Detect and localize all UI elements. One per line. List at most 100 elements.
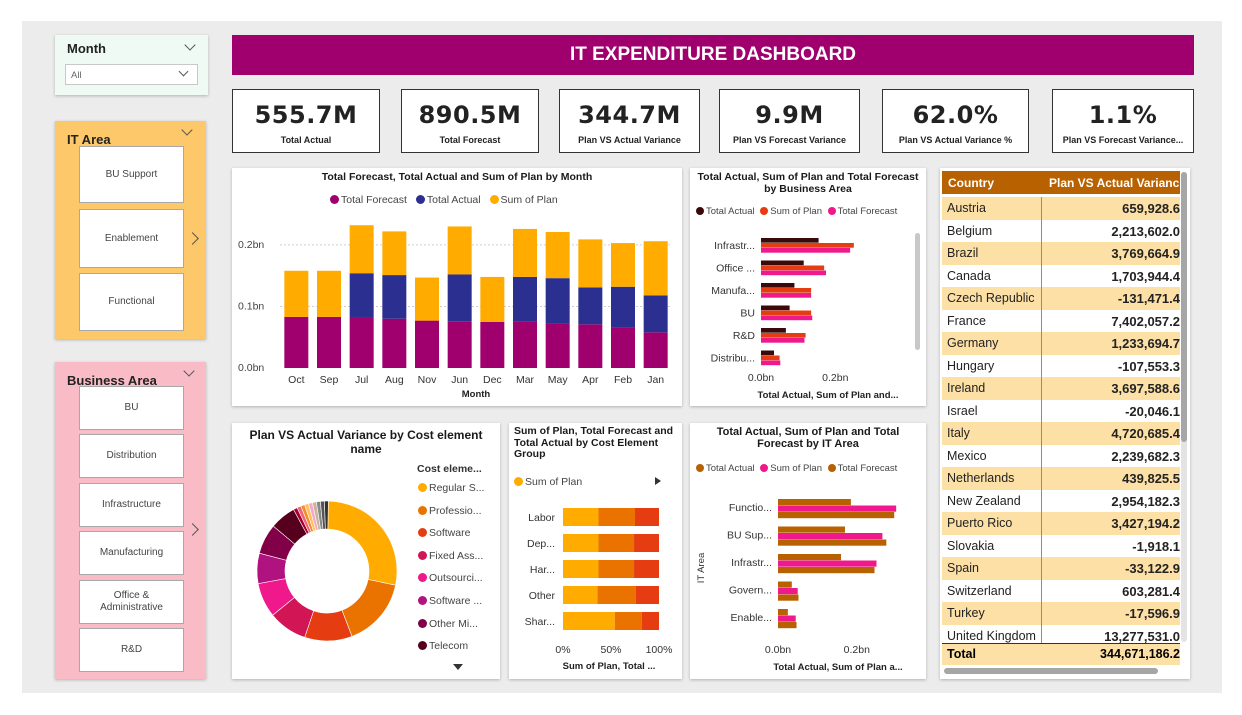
table-row[interactable]: Spain -33,122.9	[942, 557, 1180, 580]
month-slicer[interactable]: Month All	[55, 35, 208, 95]
table-row[interactable]: France 7,402,057.2	[942, 309, 1180, 332]
chevron-down-icon[interactable]	[181, 124, 193, 136]
legend-label: Telecom	[429, 640, 469, 653]
business-chart-scrollbar[interactable]	[915, 233, 920, 350]
legend-scroll-down-icon[interactable]	[453, 664, 463, 670]
y-tick-label: BU Sup...	[727, 530, 772, 542]
table-header-variance[interactable]: Plan VS Actual Varianc	[1049, 176, 1180, 190]
variance-cell: 1,233,694.7	[1111, 336, 1180, 351]
kpi-value: 555.7M	[254, 101, 358, 129]
country-cell: Hungary	[947, 358, 995, 373]
bar-total-forecast	[317, 316, 341, 368]
donut-legend-item[interactable]: Fixed Ass...	[418, 550, 484, 573]
scrollbar-thumb[interactable]	[1181, 172, 1187, 442]
bar-total-forecast	[382, 318, 407, 368]
table-row[interactable]: Italy 4,720,685.4	[942, 422, 1180, 445]
cost-group-chart-plot: Labor Dep... Har... Other Shar... 0% 50% 100% Su…	[525, 508, 672, 672]
bar-total-actual	[578, 287, 603, 325]
legend-label: Sum of Plan	[770, 463, 822, 474]
table-row[interactable]: Belgium 2,213,602.0	[942, 219, 1180, 242]
table-row[interactable]: United Kingdom 13,277,531.0	[942, 624, 1180, 644]
bar-total-forecast	[778, 567, 875, 574]
it-area-slicer-title: IT Area	[67, 132, 111, 147]
chevron-down-icon[interactable]	[183, 365, 195, 377]
bar-total-actual	[634, 534, 659, 552]
table-row[interactable]: Netherlands 439,825.5	[942, 467, 1180, 490]
chevron-right-icon[interactable]	[186, 232, 199, 245]
business-area-tile-rnd[interactable]: R&D	[79, 628, 184, 672]
legend-dot	[418, 573, 427, 583]
cost-element-donut-visual[interactable]: Plan VS Actual Variance by Cost element …	[232, 423, 500, 679]
x-tick-label: 0.0bn	[765, 644, 791, 656]
bar-total-actual	[778, 526, 845, 533]
legend-dot-sum-of-plan	[760, 207, 769, 215]
business-area-slicer[interactable]: Business Area BU Distribution Infrastruc…	[55, 362, 206, 679]
legend-dot	[418, 550, 427, 560]
x-tick-label: Jul	[355, 374, 368, 386]
donut-legend-item[interactable]: Software ...	[418, 595, 484, 618]
cost-group-chart-visual[interactable]: Sum of Plan, Total Forecast and Total Ac…	[509, 423, 682, 679]
it-area-tile-bu-support[interactable]: BU Support	[79, 146, 184, 203]
legend-next-icon[interactable]	[655, 477, 661, 485]
table-row[interactable]: Puerto Rico 3,427,194.2	[942, 512, 1180, 535]
bar-total-actual	[641, 612, 659, 630]
business-area-tile-office[interactable]: Office & Administrative	[79, 580, 184, 624]
table-row[interactable]: Mexico 2,239,682.3	[942, 444, 1180, 467]
chevron-down-icon[interactable]	[184, 39, 196, 51]
bar-total-forecast	[597, 586, 636, 604]
x-axis-title: Sum of Plan, Total ...	[563, 661, 656, 672]
chevron-right-icon[interactable]	[186, 523, 199, 536]
kpi-label: Plan VS Actual Variance %	[898, 135, 1013, 145]
legend-label: Total Actual	[706, 206, 755, 217]
table-row[interactable]: Switzerland 603,281.4	[942, 579, 1180, 602]
bar-sum-of-plan	[643, 241, 668, 296]
donut-legend-item[interactable]: Telecom	[418, 640, 484, 663]
table-header-country[interactable]: Country	[948, 176, 994, 190]
month-dropdown[interactable]: All	[65, 64, 198, 85]
it-area-tile-functional[interactable]: Functional	[79, 273, 184, 331]
table-body: Austria 659,928.6 Belgium 2,213,602.0 Brazil…	[942, 197, 1180, 644]
table-row[interactable]: Germany 1,233,694.7	[942, 332, 1180, 355]
donut-legend-item[interactable]: Software	[418, 527, 484, 550]
it-area-tile-enablement[interactable]: Enablement	[79, 209, 184, 268]
table-horizontal-scrollbar[interactable]	[944, 668, 1158, 674]
table-row[interactable]: Israel -20,046.1	[942, 399, 1180, 422]
donut-legend-item[interactable]: Professio...	[418, 505, 484, 528]
table-row[interactable]: Slovakia -1,918.1	[942, 534, 1180, 557]
donut-slice	[341, 579, 396, 637]
bar-sum-of-plan	[761, 243, 854, 248]
business-area-tile-infrastructure[interactable]: Infrastructure	[79, 483, 184, 527]
table-vertical-scrollbar[interactable]	[1181, 172, 1187, 642]
bar-sum-of-plan	[382, 231, 407, 276]
business-area-tile-bu[interactable]: BU	[79, 386, 184, 430]
country-variance-table[interactable]: Country Plan VS Actual Varianc Austria 65…	[940, 168, 1190, 679]
country-cell: New Zealand	[947, 493, 1021, 508]
country-cell: Switzerland	[947, 583, 1012, 598]
bar-total-actual	[761, 238, 819, 243]
y-tick-label: Labor	[528, 512, 555, 524]
business-area-tile-distribution[interactable]: Distribution	[79, 434, 184, 478]
cost-group-legend: Sum of Plan	[514, 476, 582, 488]
table-row[interactable]: Austria 659,928.6	[942, 197, 1180, 220]
table-row[interactable]: Hungary -107,553.3	[942, 354, 1180, 377]
donut-legend-item[interactable]: Regular S...	[418, 482, 484, 505]
it-area-chart-visual[interactable]: Total Actual, Sum of Plan and Total Fore…	[690, 423, 926, 679]
bar-sum-of-plan	[761, 288, 812, 293]
table-row[interactable]: Czech Republic -131,471.4	[942, 287, 1180, 310]
x-tick-label: May	[548, 374, 569, 386]
table-row[interactable]: Canada 1,703,944.4	[942, 264, 1180, 287]
business-area-chart-visual[interactable]: Total Actual, Sum of Plan and Total Fore…	[690, 168, 926, 406]
table-row[interactable]: Ireland 3,697,588.6	[942, 377, 1180, 400]
kpi-label: Plan VS Actual Variance	[578, 135, 681, 145]
donut-legend-item[interactable]: Other Mi...	[418, 618, 484, 641]
it-area-slicer[interactable]: IT Area BU Support Enablement Functional	[55, 121, 206, 339]
table-row[interactable]: Brazil 3,769,664.9	[942, 242, 1180, 265]
table-row[interactable]: Turkey -17,596.9	[942, 602, 1180, 625]
bar-total-actual	[761, 260, 804, 266]
bar-sum-of-plan	[761, 265, 825, 271]
month-chart-visual[interactable]: Total Forecast, Total Actual and Sum of …	[232, 168, 682, 406]
cost-group-chart-title: Sum of Plan, Total Forecast and Total Ac…	[514, 425, 674, 460]
business-area-tile-manufacturing[interactable]: Manufacturing	[79, 531, 184, 575]
donut-legend-item[interactable]: Outsourci...	[418, 572, 484, 595]
table-row[interactable]: New Zealand 2,954,182.3	[942, 489, 1180, 512]
